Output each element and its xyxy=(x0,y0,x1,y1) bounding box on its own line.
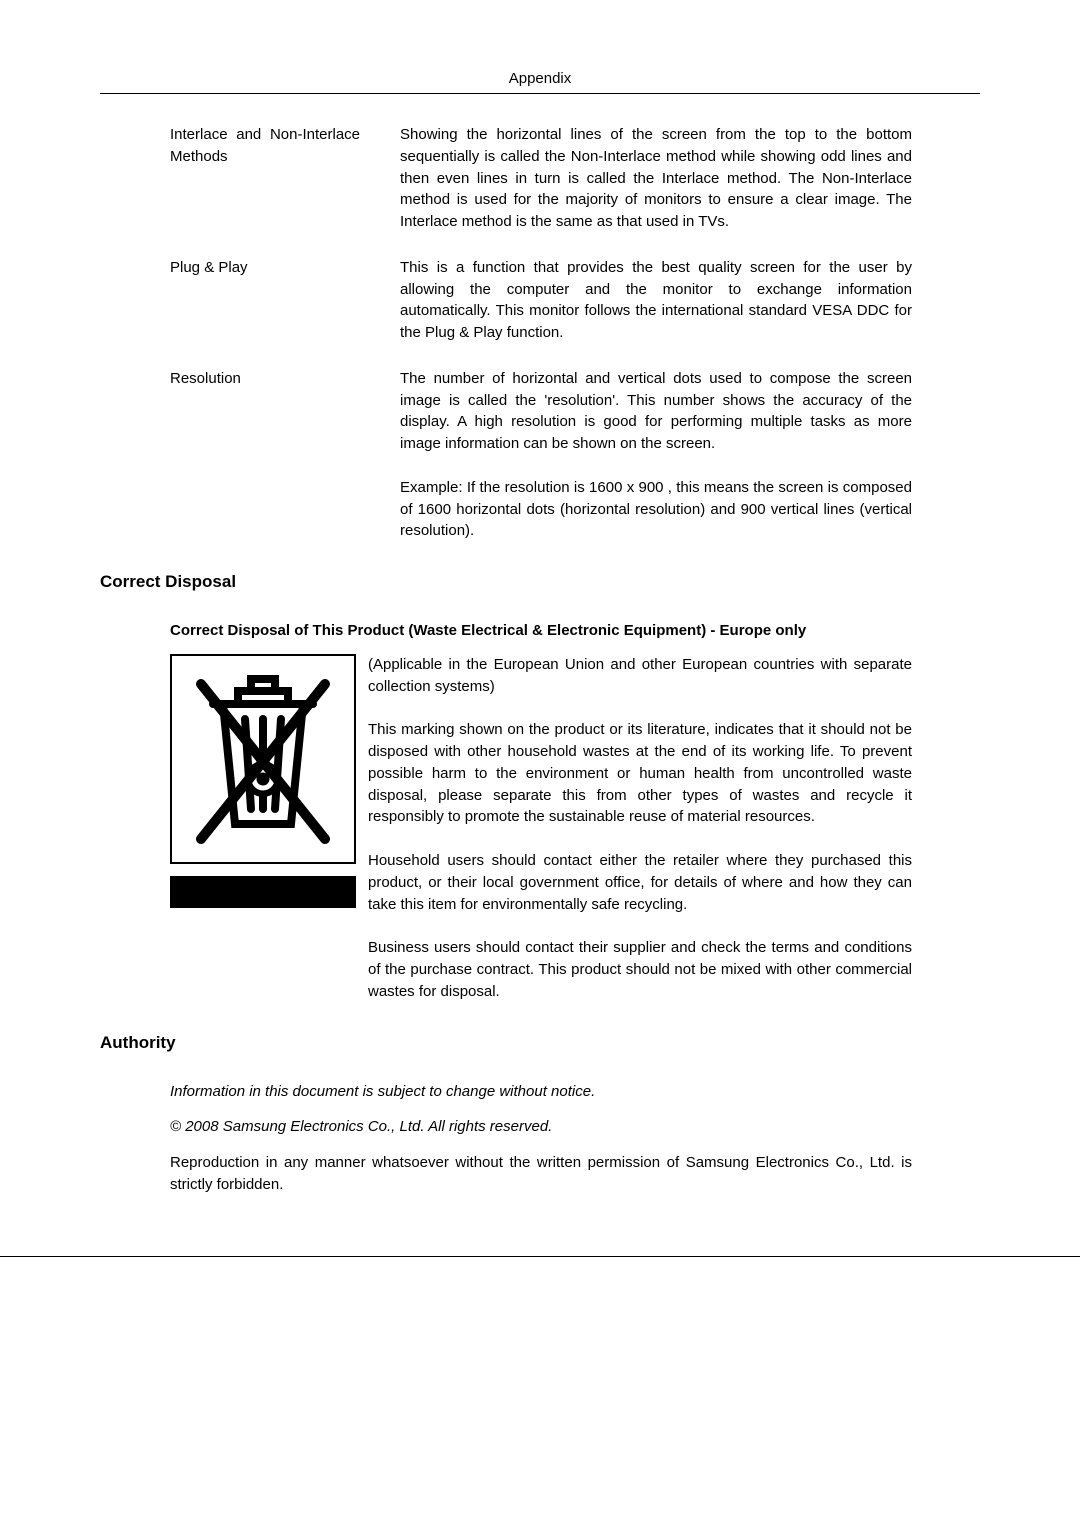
crossed-bin-icon xyxy=(183,669,343,849)
term-label-text2: Methods xyxy=(170,148,228,165)
disposal-text: (Applicable in the European Union and ot… xyxy=(368,654,912,1003)
disposal-icons xyxy=(170,654,368,1003)
header-title: Appendix xyxy=(509,70,572,87)
black-bar-icon xyxy=(170,876,356,908)
term-extra: Example: If the resolution is 1600 x 900… xyxy=(400,477,912,542)
term-label: Plug & Play xyxy=(170,257,400,344)
authority-line: Information in this document is subject … xyxy=(170,1081,912,1103)
term-label-text: Interlace and Non-Interlace xyxy=(170,124,360,146)
term-label: Resolution xyxy=(170,368,400,542)
disposal-heading: Correct Disposal xyxy=(100,572,980,592)
term-desc: The number of horizontal and vertical do… xyxy=(400,368,980,542)
page-header: Appendix xyxy=(100,70,980,94)
term-desc-text: The number of horizontal and vertical do… xyxy=(400,370,912,452)
page-footer xyxy=(0,1256,1080,1257)
disposal-para: Business users should contact their supp… xyxy=(368,937,912,1002)
disposal-subtitle: Correct Disposal of This Product (Waste … xyxy=(170,620,912,642)
authority-section: Information in this document is subject … xyxy=(100,1081,980,1196)
term-row: Plug & Play This is a function that prov… xyxy=(170,257,980,344)
terms-section: Interlace and Non-Interlace Methods Show… xyxy=(100,124,980,542)
weee-symbol xyxy=(170,654,356,864)
term-desc: Showing the horizontal lines of the scre… xyxy=(400,124,980,233)
authority-line: © 2008 Samsung Electronics Co., Ltd. All… xyxy=(170,1116,912,1138)
disposal-section: Correct Disposal of This Product (Waste … xyxy=(100,620,980,1003)
disposal-body: (Applicable in the European Union and ot… xyxy=(170,654,912,1003)
term-row: Resolution The number of horizontal and … xyxy=(170,368,980,542)
disposal-para: This marking shown on the product or its… xyxy=(368,719,912,828)
disposal-para: Household users should contact either th… xyxy=(368,850,912,915)
authority-heading: Authority xyxy=(100,1033,980,1053)
term-row: Interlace and Non-Interlace Methods Show… xyxy=(170,124,980,233)
authority-line: Reproduction in any manner whatsoever wi… xyxy=(170,1152,912,1196)
term-desc: This is a function that provides the bes… xyxy=(400,257,980,344)
term-label: Interlace and Non-Interlace Methods xyxy=(170,124,400,233)
disposal-para: (Applicable in the European Union and ot… xyxy=(368,654,912,698)
